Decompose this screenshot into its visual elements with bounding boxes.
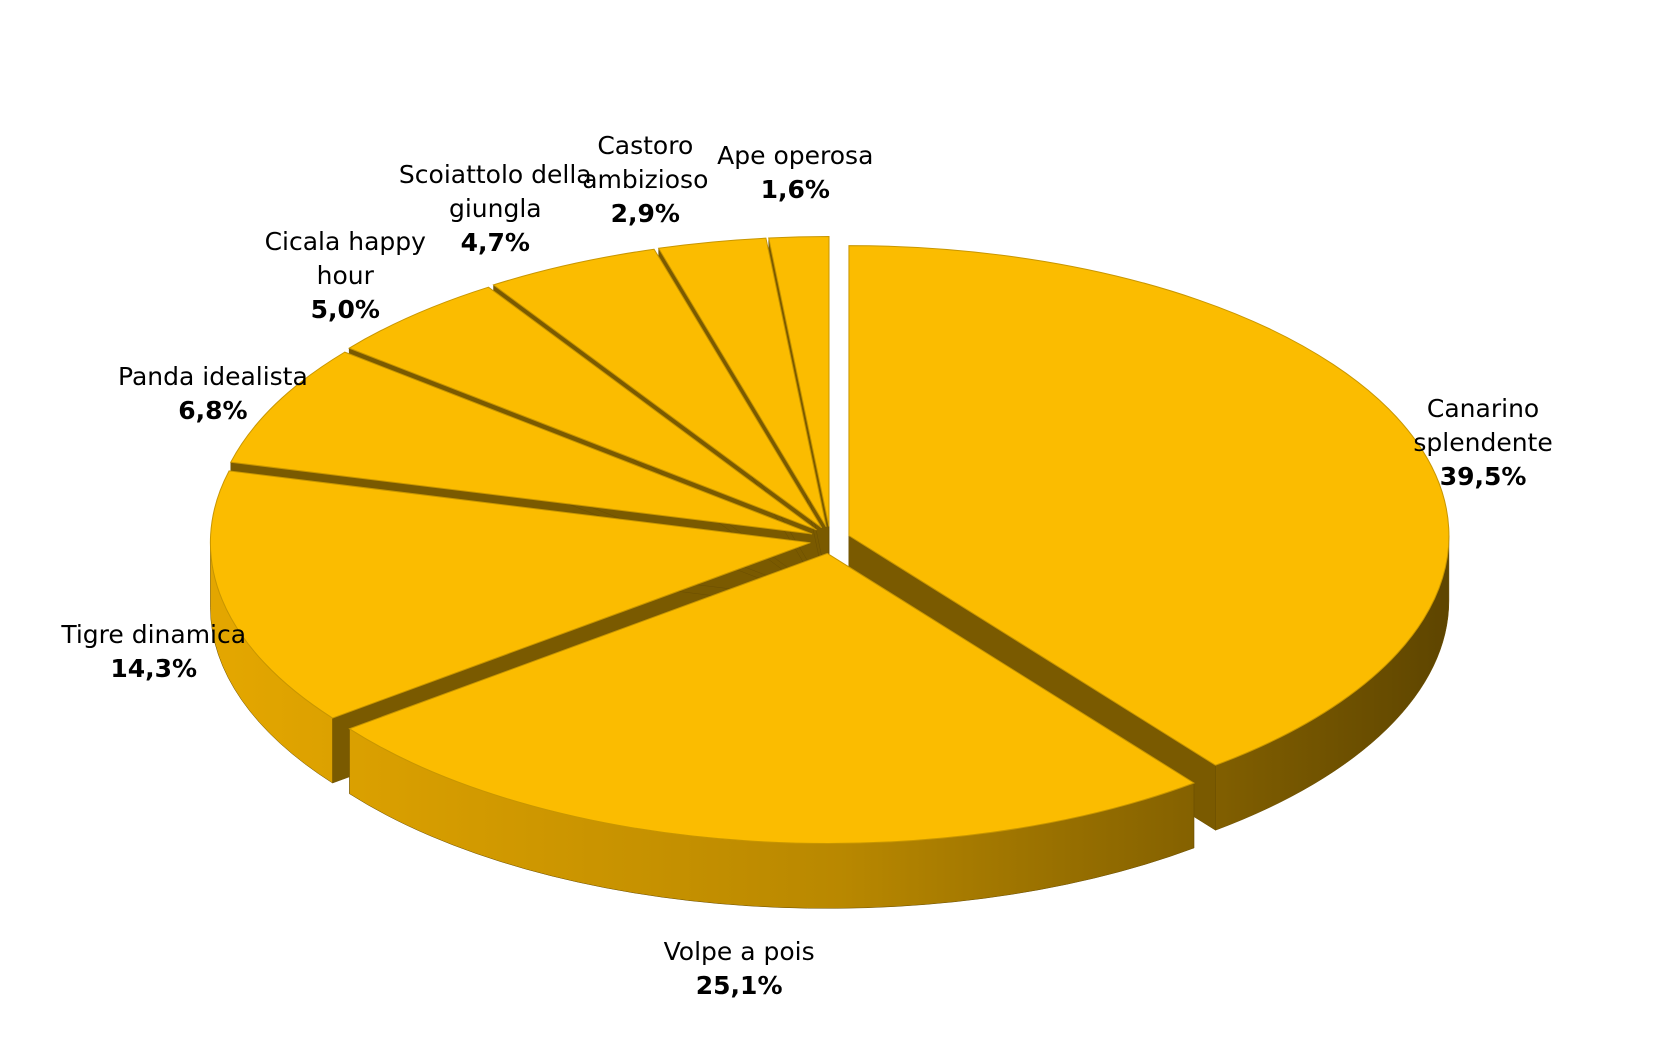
value-label: 25,1% <box>695 971 783 1001</box>
slice <box>657 237 827 527</box>
category-label: Panda idealista <box>118 361 308 391</box>
value-label: 1,6% <box>760 175 830 204</box>
slice-label: Panda idealista 6,8% <box>118 360 308 428</box>
value-label: 39,5% <box>1439 462 1527 492</box>
value-label: 14,3% <box>110 653 198 683</box>
slice-label: Volpe a pois 25,1% <box>664 935 815 1003</box>
slice <box>768 235 830 527</box>
category-label: Canarino splendente <box>1413 394 1553 458</box>
category-label: Castoro ambizioso <box>582 130 709 194</box>
slice-label: Ape operosa 1,6% <box>717 139 873 207</box>
slice <box>209 470 811 719</box>
category-label: Ape operosa <box>717 141 874 170</box>
value-label: 6,8% <box>178 395 248 425</box>
slice <box>848 245 1450 766</box>
value-label: 5,0% <box>310 295 380 324</box>
slice <box>348 552 1196 844</box>
slice-label: Cicala happy hour 5,0% <box>235 225 455 327</box>
slice-label: Scoiattolo della giungla 4,7% <box>385 158 605 260</box>
slice-label: Canarino splendente 39,5% <box>1392 392 1575 494</box>
slice-label: Castoro ambizioso 2,9% <box>535 129 755 231</box>
value-label: 2,9% <box>610 198 680 228</box>
category-label: Scoiattolo della giungla <box>398 160 592 224</box>
category-label: Tigre dinamica <box>61 619 247 649</box>
slice <box>229 351 813 535</box>
value-label: 4,7% <box>460 228 530 258</box>
category-label: Cicala happy hour <box>264 227 426 290</box>
category-label: Volpe a pois <box>663 937 815 967</box>
slice <box>492 248 823 529</box>
slice-label: Tigre dinamica 14,3% <box>61 618 246 686</box>
slice <box>348 286 817 531</box>
